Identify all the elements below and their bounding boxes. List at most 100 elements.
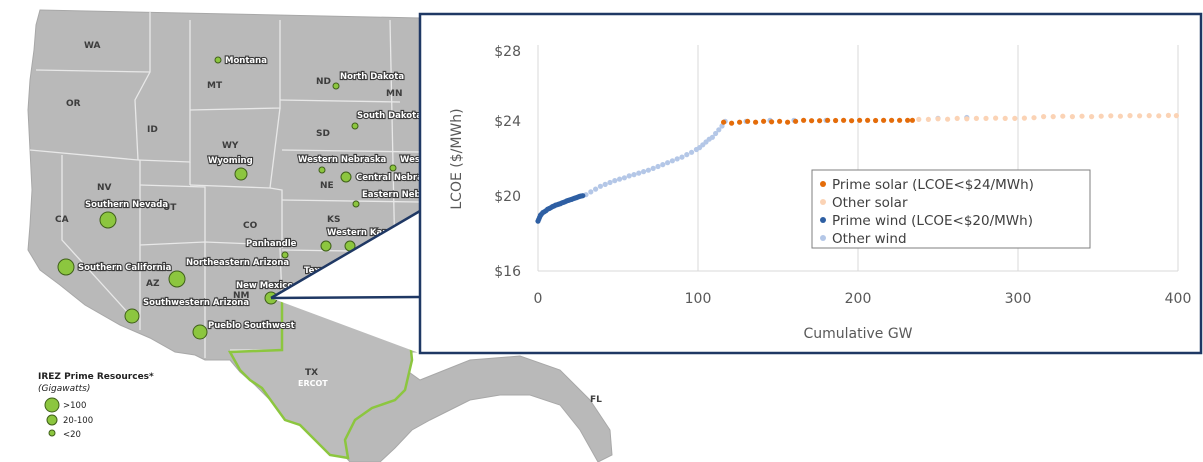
x-tick-label: 400 [1165, 291, 1192, 307]
data-point-series-1 [1041, 114, 1047, 120]
bubble-eastern-nebraska [352, 200, 360, 208]
data-point-series-1 [1165, 112, 1171, 118]
region-label-west: Wes [400, 155, 420, 165]
data-point-series-1 [1060, 113, 1066, 119]
legend-bubble-large [44, 397, 60, 413]
data-point-series-1 [964, 116, 970, 122]
data-point-series-0 [721, 119, 727, 125]
us-west-map: WA OR ID MT WY NV UT CA CO AZ NM ND SD N… [27, 9, 613, 462]
state-label-ut: UT [163, 203, 177, 213]
data-point-series-0 [897, 117, 903, 123]
data-point-series-1 [1002, 115, 1008, 121]
bubble-northeastern-arizona [168, 270, 186, 288]
bubble-southwestern-arizona [124, 308, 140, 324]
data-point-series-3 [617, 176, 623, 182]
bubble-southern-california [57, 258, 75, 276]
region-label-montana: Montana [225, 56, 267, 66]
bubble-south-dakota [351, 122, 359, 130]
data-point-series-1 [1089, 114, 1095, 120]
region-label-north-dakota: North Dakota [340, 72, 404, 82]
bubble-central-nebraska [340, 171, 352, 183]
map-legend-item-small: <20 [63, 430, 81, 440]
data-point-series-1 [1108, 113, 1114, 119]
data-point-series-3 [669, 158, 676, 164]
legend-label-other-solar: Other solar [832, 195, 908, 211]
data-point-series-3 [716, 127, 722, 133]
data-point-series-0 [753, 119, 759, 125]
data-point-series-3 [626, 173, 632, 179]
data-point-series-1 [1098, 113, 1104, 119]
region-label-south-dakota: South Dakota [357, 111, 422, 121]
state-label-mn: MN [386, 89, 403, 99]
state-label-sd: SD [316, 129, 330, 139]
data-point-series-3 [645, 167, 652, 173]
data-point-series-3 [593, 186, 599, 192]
data-point-series-3 [660, 162, 666, 168]
bubble-panhandle [281, 251, 289, 259]
data-point-series-0 [873, 117, 879, 124]
region-label-northeastern-arizona: Northeastern Arizona [186, 258, 289, 268]
data-point-series-3 [588, 189, 594, 195]
data-point-series-1 [954, 115, 960, 121]
data-point-series-3 [655, 163, 661, 170]
chart-points [535, 112, 1179, 224]
region-labels: Montana North Dakota South Dakota Wyomin… [77, 55, 441, 332]
data-point-series-0 [737, 119, 743, 125]
data-point-series-0 [793, 118, 799, 124]
legend-label-prime-wind: Prime wind (LCOE<$20/MWh) [832, 213, 1033, 229]
x-axis-ticks: 0 100 200 300 400 [534, 291, 1192, 307]
state-label-wa: WA [84, 41, 101, 51]
chart-panel: $28 $24 $20 $16 0 100 200 300 400 Cumula… [418, 12, 1203, 355]
map-legend-item-large: >100 [63, 401, 86, 411]
data-point-series-1 [1137, 113, 1143, 119]
x-tick-label: 0 [534, 291, 543, 307]
x-tick-label: 300 [1005, 291, 1032, 307]
state-label-ne: NE [320, 181, 334, 191]
state-label-or: OR [66, 99, 81, 109]
legend-label-prime-solar: Prime solar (LCOE<$24/MWh) [832, 177, 1034, 193]
bubble-north-dakota [332, 82, 340, 90]
legend-marker-other-solar [820, 199, 826, 205]
data-point-series-0 [785, 119, 791, 125]
region-label-pueblo-southwest: Pueblo Southwest [208, 321, 295, 331]
legend-bubble-medium [46, 414, 58, 426]
data-point-series-1 [925, 116, 932, 122]
data-point-series-1 [1127, 113, 1133, 119]
bubble-southern-nevada [99, 211, 117, 229]
state-label-ks: KS [327, 215, 340, 225]
data-point-series-1 [1031, 115, 1037, 121]
bubble-western-kansas-1 [320, 240, 332, 252]
data-point-series-1 [945, 116, 951, 122]
data-point-series-3 [641, 169, 647, 175]
region-label-western-nebraska: Western Nebraska [298, 155, 387, 165]
legend-bubble-small [48, 429, 56, 437]
data-point-series-3 [607, 179, 613, 186]
data-point-series-1 [1050, 114, 1056, 120]
data-point-series-1 [1079, 113, 1085, 119]
chart-legend: Prime solar (LCOE<$24/MWh) Other solar P… [811, 169, 1091, 249]
data-point-series-0 [889, 117, 895, 123]
data-point-series-0 [833, 117, 839, 124]
legend-marker-other-wind [820, 235, 826, 241]
data-point-series-1 [916, 116, 922, 122]
data-point-series-3 [602, 181, 608, 187]
data-point-series-3 [621, 175, 628, 181]
data-point-series-0 [801, 117, 807, 123]
data-point-series-3 [713, 130, 719, 137]
region-label-new-mexico: New Mexico [236, 281, 293, 291]
data-point-series-0 [769, 119, 775, 125]
data-point-series-3 [684, 152, 690, 158]
data-point-series-3 [650, 165, 656, 171]
land-mass [27, 9, 613, 462]
data-point-series-1 [935, 116, 941, 122]
data-point-series-0 [761, 118, 767, 124]
data-point-series-1 [1117, 113, 1123, 119]
data-point-series-0 [881, 117, 887, 123]
data-point-series-1 [1173, 113, 1179, 119]
state-label-mt: MT [207, 81, 223, 91]
callout-line-lower [270, 295, 421, 300]
data-point-series-0 [849, 118, 855, 124]
data-point-series-0 [865, 117, 871, 123]
data-point-series-0 [857, 117, 863, 123]
